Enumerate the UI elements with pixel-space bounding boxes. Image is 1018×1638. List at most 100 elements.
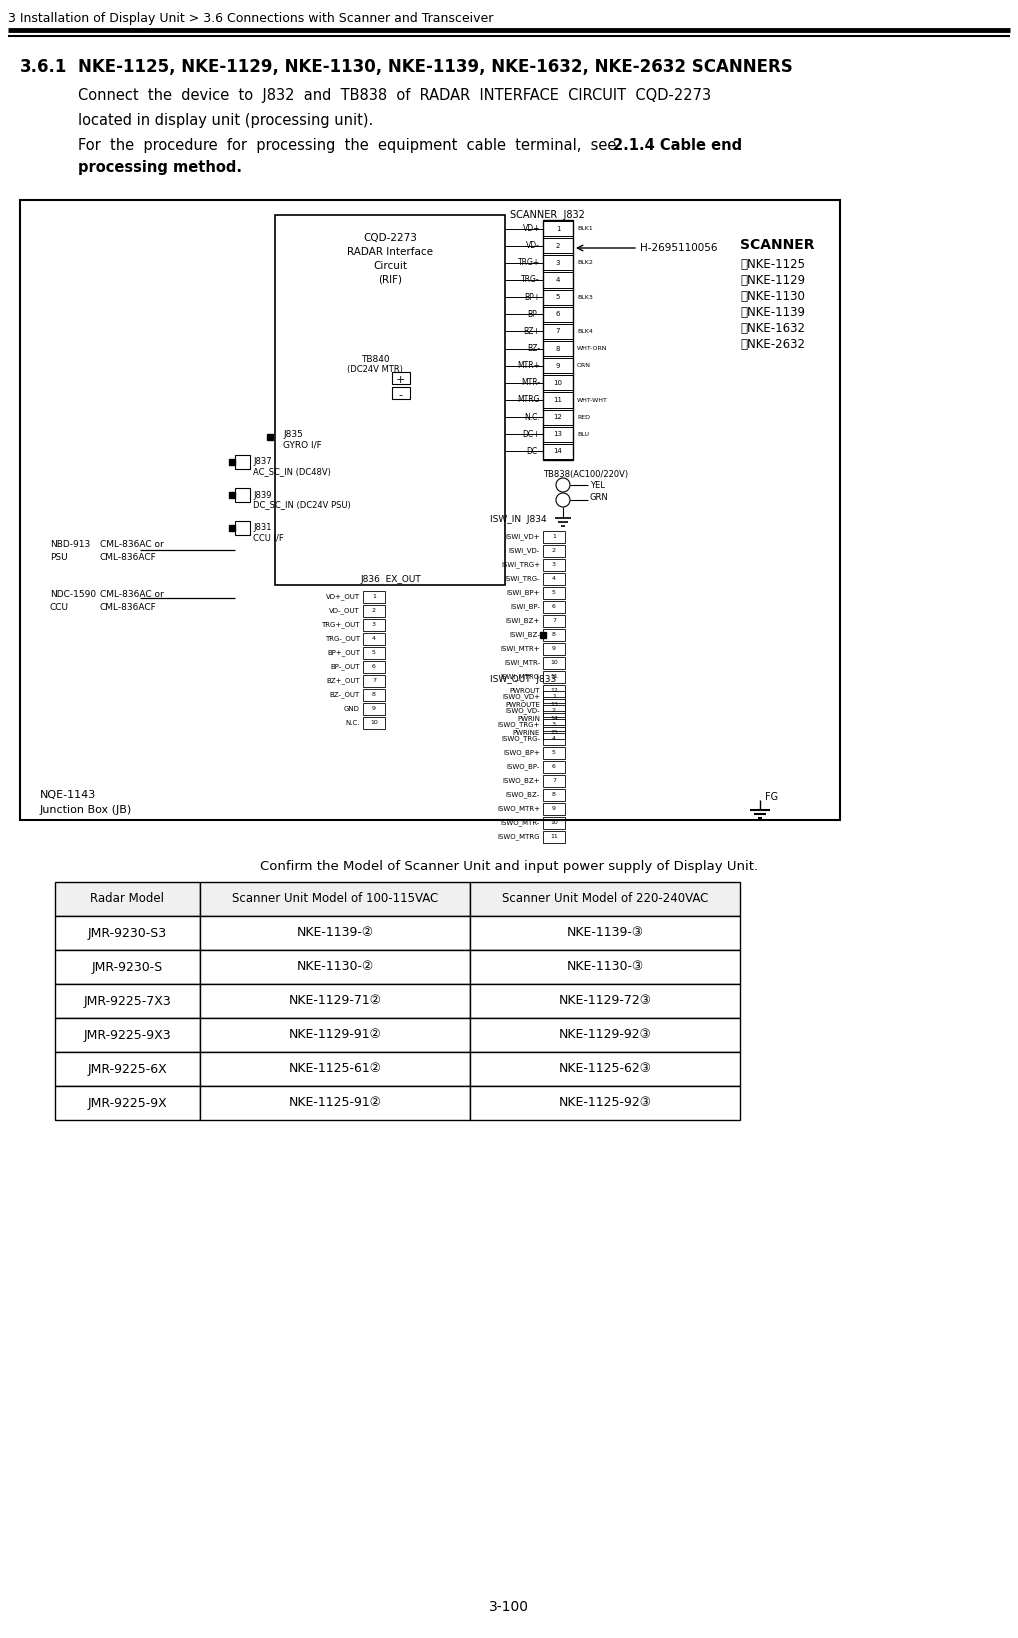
Text: Scanner Unit Model of 220-240VAC: Scanner Unit Model of 220-240VAC — [502, 893, 709, 906]
Bar — [543, 306, 573, 321]
Text: NKE-1125-92③: NKE-1125-92③ — [559, 1096, 652, 1109]
Text: RADAR Interface: RADAR Interface — [347, 247, 433, 257]
Text: TRG+: TRG+ — [518, 259, 540, 267]
Text: ISWI_MTR-: ISWI_MTR- — [504, 660, 540, 667]
Text: NKE-1129-92③: NKE-1129-92③ — [559, 1029, 652, 1042]
Text: 7: 7 — [552, 619, 556, 624]
Text: JMR-9230-S3: JMR-9230-S3 — [88, 927, 167, 940]
Bar — [20, 200, 840, 821]
Text: NQE-1143: NQE-1143 — [40, 790, 97, 799]
Text: CML-836AC or
CML-836ACF: CML-836AC or CML-836ACF — [100, 541, 164, 562]
Bar — [543, 428, 573, 442]
Text: 13: 13 — [550, 703, 558, 708]
Text: BZ-_OUT: BZ-_OUT — [330, 691, 360, 698]
Text: BP-: BP- — [527, 310, 540, 319]
Bar — [55, 1017, 200, 1052]
Text: 3: 3 — [552, 722, 556, 727]
Text: 10: 10 — [371, 721, 378, 726]
Text: 11: 11 — [550, 834, 558, 840]
Text: 12: 12 — [550, 688, 558, 693]
Bar — [543, 644, 565, 655]
Text: 5: 5 — [556, 295, 560, 300]
Text: JMR-9225-7X3: JMR-9225-7X3 — [83, 994, 171, 1007]
Text: 12: 12 — [554, 414, 562, 419]
Text: MTRG: MTRG — [517, 395, 540, 405]
Text: WHT-WHT: WHT-WHT — [577, 398, 608, 403]
Bar — [363, 703, 385, 716]
Text: BZ-: BZ- — [527, 344, 540, 354]
Text: ISWI_BP-: ISWI_BP- — [510, 604, 540, 611]
Text: 4: 4 — [556, 277, 560, 283]
Text: NKE-1125, NKE-1129, NKE-1130, NKE-1139, NKE-1632, NKE-2632 SCANNERS: NKE-1125, NKE-1129, NKE-1130, NKE-1139, … — [78, 57, 793, 75]
Bar — [363, 717, 385, 729]
Text: ISWI_TRG-: ISWI_TRG- — [504, 575, 540, 583]
Text: 1: 1 — [556, 226, 560, 231]
Bar — [543, 238, 573, 254]
Bar — [543, 410, 573, 424]
Text: ISWO_BZ-: ISWO_BZ- — [506, 791, 540, 798]
Bar — [543, 629, 565, 640]
Bar — [543, 830, 565, 844]
Bar — [543, 614, 565, 627]
Text: ・NKE-1632: ・NKE-1632 — [740, 323, 805, 336]
Text: VD-: VD- — [526, 241, 540, 251]
Text: 1: 1 — [552, 534, 556, 539]
Text: 5: 5 — [552, 750, 556, 755]
Text: FG: FG — [765, 793, 778, 803]
Bar — [543, 545, 565, 557]
Bar — [543, 657, 565, 668]
Text: 11: 11 — [550, 675, 558, 680]
Bar — [235, 521, 250, 536]
Text: GYRO I/F: GYRO I/F — [283, 441, 322, 449]
Text: GRN: GRN — [590, 493, 609, 503]
Text: 4: 4 — [552, 577, 556, 581]
Text: NKE-1139-③: NKE-1139-③ — [566, 927, 643, 940]
Bar — [543, 699, 565, 711]
Bar — [543, 586, 565, 600]
Text: 1: 1 — [372, 595, 376, 600]
Bar — [200, 984, 470, 1017]
Text: 8: 8 — [552, 793, 556, 798]
Text: 4: 4 — [552, 737, 556, 742]
Text: -: - — [398, 390, 402, 400]
Text: Junction Box (JB): Junction Box (JB) — [40, 804, 132, 816]
Text: 6: 6 — [552, 604, 556, 609]
Text: 9: 9 — [556, 362, 560, 369]
Text: (DC24V MTR): (DC24V MTR) — [347, 365, 403, 373]
Bar — [543, 219, 573, 460]
Text: ・NKE-1139: ・NKE-1139 — [740, 306, 805, 319]
Text: ISWI_BP+: ISWI_BP+ — [507, 590, 540, 596]
Bar — [470, 881, 740, 916]
Text: 2: 2 — [556, 242, 560, 249]
Text: NKE-1125-61②: NKE-1125-61② — [288, 1063, 382, 1076]
Text: DC-: DC- — [526, 447, 540, 455]
Bar — [363, 619, 385, 631]
Text: NKE-1130-③: NKE-1130-③ — [566, 960, 643, 973]
Bar — [55, 950, 200, 984]
Bar — [543, 790, 565, 801]
Text: ISWI_MTRG: ISWI_MTRG — [501, 673, 540, 680]
Text: 5: 5 — [372, 650, 376, 655]
Text: ISWI_VD-: ISWI_VD- — [509, 547, 540, 554]
Text: BLK2: BLK2 — [577, 260, 592, 265]
Text: 3: 3 — [552, 562, 556, 567]
Text: JMR-9230-S: JMR-9230-S — [92, 960, 163, 973]
Text: ISW_IN  J834: ISW_IN J834 — [490, 514, 547, 524]
Bar — [235, 455, 250, 468]
Text: ISWO_BP+: ISWO_BP+ — [503, 750, 540, 757]
Bar — [392, 372, 410, 383]
Bar — [200, 950, 470, 984]
Bar — [470, 950, 740, 984]
Bar — [543, 713, 565, 726]
Text: J839: J839 — [253, 490, 272, 500]
Text: ISWO_MTRG: ISWO_MTRG — [498, 834, 540, 840]
Text: VD+: VD+ — [522, 224, 540, 233]
Text: NKE-1129-72③: NKE-1129-72③ — [559, 994, 652, 1007]
Text: J831: J831 — [253, 524, 272, 532]
Text: TB838(AC100/220V): TB838(AC100/220V) — [543, 470, 628, 478]
Text: J836  EX_OUT: J836 EX_OUT — [360, 575, 420, 585]
Bar — [363, 632, 385, 645]
Bar — [543, 817, 565, 829]
Bar — [235, 488, 250, 501]
Text: 3: 3 — [556, 260, 560, 265]
